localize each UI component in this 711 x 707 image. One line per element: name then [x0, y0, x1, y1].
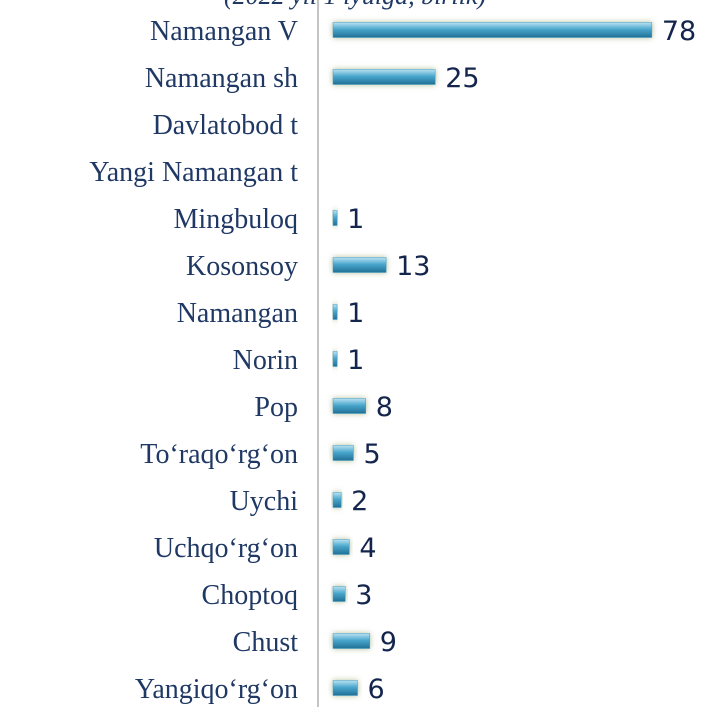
- bar: [332, 633, 371, 649]
- data-label: 1: [347, 204, 364, 235]
- bar: [332, 304, 338, 320]
- data-label: 9: [380, 627, 397, 658]
- y-tick-label: Yangi Namangan t: [89, 157, 298, 188]
- y-tick-label: Uchqo‘rg‘on: [154, 533, 298, 564]
- data-label: 4: [359, 533, 376, 564]
- bar: [332, 445, 354, 461]
- bar: [332, 680, 358, 696]
- y-tick-label: Namangan sh: [145, 63, 298, 94]
- y-tick-label: Yangiqo‘rg‘on: [135, 674, 298, 705]
- y-tick-label: Uychi: [230, 486, 299, 517]
- data-label: 25: [445, 63, 479, 94]
- y-tick-label: Choptoq: [202, 580, 298, 611]
- bar: [332, 351, 338, 367]
- bar: [332, 210, 338, 226]
- data-label: 1: [347, 298, 364, 329]
- bar: [332, 22, 653, 38]
- chart-subtitle: (2022 yil 1 iyulga, birlik): [224, 0, 486, 10]
- y-tick-label: Mingbuloq: [174, 204, 298, 235]
- y-tick-label: Kosonsoy: [186, 251, 298, 282]
- y-tick-label: Chust: [233, 627, 299, 658]
- bar: [332, 492, 342, 508]
- data-label: 13: [396, 251, 430, 282]
- bar: [332, 398, 366, 414]
- y-tick-label: Namangan V: [150, 16, 298, 47]
- y-tick-label: Pop: [254, 392, 298, 423]
- y-tick-label: Davlatobod t: [153, 110, 299, 141]
- bar: [332, 69, 436, 85]
- bar: [332, 586, 346, 602]
- y-tick-label: Norin: [233, 345, 298, 376]
- bar: [332, 539, 350, 555]
- y-tick-label: Namangan: [177, 298, 298, 329]
- data-label: 3: [355, 580, 372, 611]
- data-label: 8: [376, 392, 393, 423]
- y-tick-label: To‘raqo‘rg‘on: [140, 439, 298, 470]
- data-label: 6: [368, 674, 385, 705]
- data-label: 2: [351, 486, 368, 517]
- data-label: 5: [363, 439, 380, 470]
- data-label: 78: [662, 16, 696, 47]
- data-label: 1: [347, 345, 364, 376]
- bar: [332, 257, 387, 273]
